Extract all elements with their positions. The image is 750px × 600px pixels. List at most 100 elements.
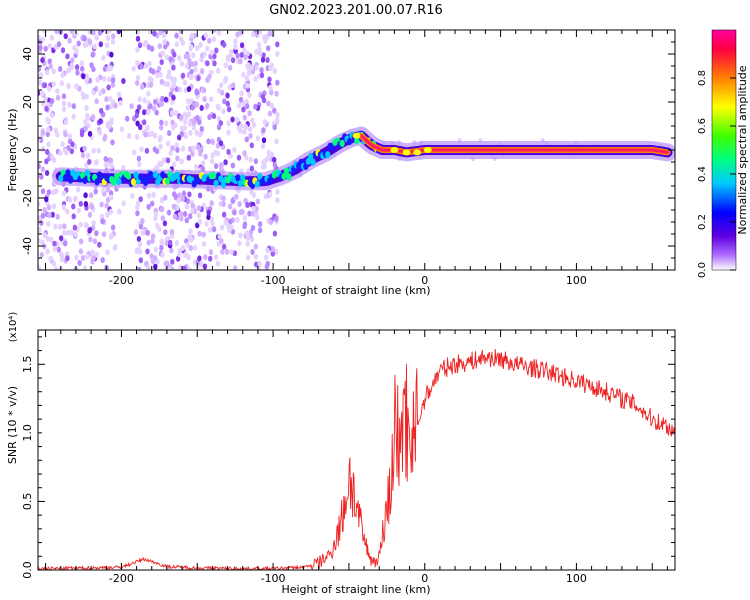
noise-point: [248, 132, 253, 139]
noise-point: [49, 112, 54, 119]
spectrogram-ylabel: Frequency (Hz): [6, 109, 19, 192]
noise-point: [228, 218, 233, 225]
noise-point: [244, 230, 250, 237]
noise-point: [189, 32, 195, 39]
noise-point: [134, 134, 140, 140]
noise-point: [166, 69, 172, 76]
noise-point: [159, 78, 164, 85]
noise-point: [152, 30, 157, 37]
noise-point: [238, 58, 243, 65]
noise-point: [99, 201, 104, 208]
noise-point: [47, 43, 53, 50]
noise-point: [121, 164, 126, 171]
noise-point: [246, 70, 252, 77]
noise-point: [87, 158, 92, 165]
noise-point: [40, 57, 45, 64]
noise-point: [222, 98, 227, 105]
noise-point: [53, 223, 58, 230]
noise-point: [100, 257, 105, 263]
noise-point: [242, 221, 248, 228]
noise-point: [221, 243, 227, 250]
noise-point: [221, 201, 226, 208]
noise-point: [238, 209, 244, 216]
noise-point: [251, 121, 257, 128]
noise-point: [153, 99, 158, 105]
noise-point: [224, 248, 230, 255]
colorbar-gradient: [711, 29, 737, 271]
noise-point: [40, 188, 46, 195]
noise-point: [93, 188, 98, 195]
noise-point: [162, 38, 167, 45]
noise-point: [110, 81, 116, 88]
snr-multiplier: (x10⁴): [8, 312, 19, 343]
noise-point: [87, 38, 92, 45]
noise-point: [51, 203, 57, 210]
noise-point: [195, 144, 201, 151]
noise-point: [83, 118, 88, 125]
noise-point: [188, 245, 193, 252]
noise-point: [215, 260, 221, 267]
noise-point: [148, 103, 153, 110]
noise-point: [185, 242, 190, 248]
noise-point: [193, 60, 198, 67]
noise-point: [142, 97, 147, 104]
noise-point: [194, 129, 199, 136]
noise-point: [259, 72, 265, 79]
noise-point: [146, 109, 151, 116]
noise-point: [62, 240, 68, 247]
noise-point: [248, 156, 253, 163]
noise-point: [213, 163, 219, 170]
noise-point: [226, 148, 231, 155]
noise-point: [59, 80, 64, 87]
noise-point: [186, 86, 192, 93]
noise-point: [178, 36, 184, 43]
noise-point: [190, 208, 195, 215]
noise-point: [211, 113, 217, 120]
noise-point: [73, 195, 78, 202]
noise-point: [163, 120, 169, 127]
snr-panel: -200 -100 0 100 0.0 0.5 1.0 1.5 Height of strai…: [6, 312, 676, 596]
ridge-point: [130, 178, 137, 186]
noise-point: [159, 161, 164, 168]
noise-point: [186, 154, 191, 161]
noise-point: [268, 219, 274, 225]
noise-point: [43, 96, 48, 103]
noise-point: [254, 261, 259, 268]
noise-point: [251, 205, 256, 212]
ridge-point: [310, 158, 316, 166]
noise-point: [69, 229, 74, 236]
noise-point: [188, 43, 194, 50]
noise-point: [177, 251, 182, 258]
noise-point: [78, 248, 84, 255]
noise-point: [244, 136, 249, 143]
noise-point: [169, 229, 175, 235]
noise-point: [247, 92, 252, 99]
noise-point: [179, 60, 184, 67]
noise-point: [237, 240, 242, 247]
noise-point: [239, 90, 244, 97]
noise-point: [249, 165, 255, 172]
noise-point: [267, 30, 273, 37]
noise-point: [189, 74, 194, 81]
noise-point: [249, 142, 254, 149]
noise-point: [230, 116, 235, 123]
noise-point: [272, 107, 277, 114]
noise-point: [174, 110, 179, 116]
noise-point: [159, 244, 164, 251]
noise-point: [226, 129, 231, 136]
noise-point: [203, 32, 209, 39]
noise-point: [65, 229, 71, 236]
noise-point: [218, 140, 224, 147]
ridge-point: [354, 137, 360, 145]
noise-point: [255, 198, 260, 205]
noise-point: [245, 103, 250, 110]
noise-point: [88, 236, 93, 243]
noise-point: [217, 233, 222, 240]
noise-point: [52, 240, 57, 247]
noise-point: [207, 37, 212, 44]
noise-point: [197, 218, 203, 225]
noise-point: [60, 47, 66, 54]
noise-point: [247, 210, 252, 217]
noise-point: [59, 235, 64, 242]
